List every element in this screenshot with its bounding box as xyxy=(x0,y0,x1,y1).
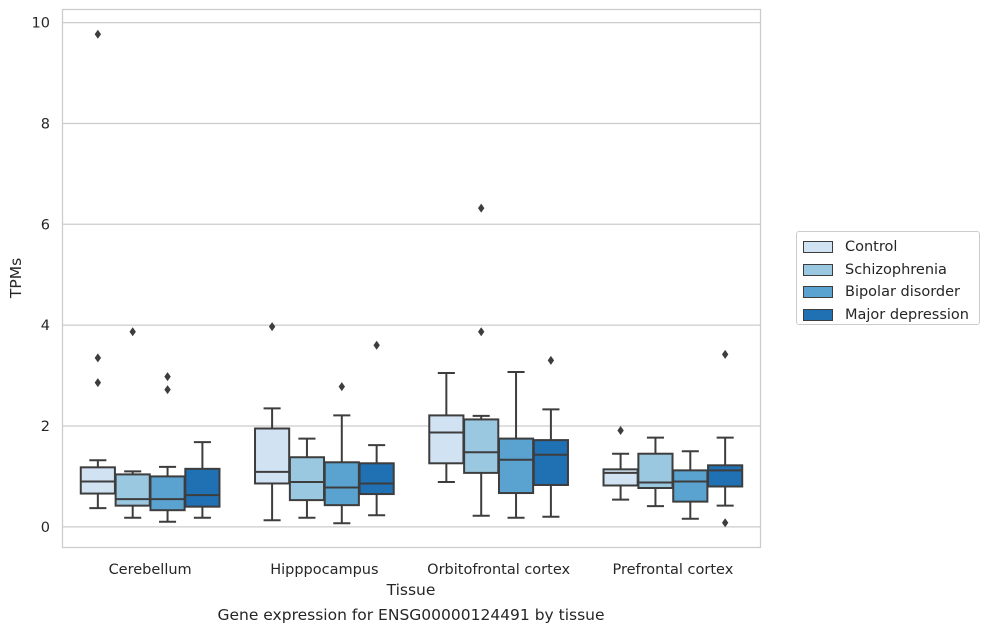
plot-frame xyxy=(61,8,762,549)
outlier-point xyxy=(94,378,102,388)
box-control xyxy=(602,426,639,501)
box-control xyxy=(79,29,116,510)
outlier-point xyxy=(721,518,729,528)
box-schizophrenia xyxy=(288,437,326,519)
legend-swatch xyxy=(803,286,833,299)
outlier-point xyxy=(94,353,102,363)
box-major-depression xyxy=(184,441,221,519)
y-tick-label: 2 xyxy=(41,419,50,435)
legend-label: Schizophrenia xyxy=(845,261,947,278)
box-bipolar-disorder xyxy=(323,382,360,525)
box-schizophrenia xyxy=(637,436,674,508)
box-iqr xyxy=(79,466,116,495)
box-iqr xyxy=(149,475,186,512)
outlier-point xyxy=(164,385,171,395)
box-iqr xyxy=(707,464,744,488)
legend-swatch xyxy=(803,308,833,321)
box-major-depression xyxy=(358,340,395,517)
legend: Control Schizophrenia Bipolar disorder Majo… xyxy=(796,231,980,325)
legend-item: Control xyxy=(803,236,979,259)
box-schizophrenia xyxy=(114,327,151,519)
outlier-point xyxy=(338,382,345,392)
box-control xyxy=(254,322,291,522)
box-iqr xyxy=(602,468,639,487)
y-tick-label: 8 xyxy=(41,116,50,132)
legend-item: Schizophrenia xyxy=(803,259,979,282)
y-tick-label: 10 xyxy=(32,16,50,32)
box-bipolar-disorder xyxy=(149,372,186,523)
box-iqr xyxy=(288,456,326,502)
legend-label: Bipolar disorder xyxy=(845,284,960,301)
y-tick-labels: 0 2 4 6 8 10 xyxy=(32,16,50,536)
boxes-layer xyxy=(79,29,744,528)
box-control xyxy=(428,372,465,483)
outlier-point xyxy=(129,327,136,337)
box-major-depression xyxy=(532,355,569,518)
outlier-point xyxy=(94,29,102,39)
outlier-point xyxy=(721,349,729,359)
box-iqr xyxy=(532,439,569,486)
legend-label: Control xyxy=(845,239,898,256)
box-iqr xyxy=(254,427,291,485)
x-tick-label: Orbitofrontal cortex xyxy=(427,562,570,578)
outlier-point xyxy=(268,322,276,332)
legend-item: Major depression xyxy=(803,304,979,327)
box-major-depression xyxy=(707,349,744,528)
x-tick-labels: Cerebellum Hipppocampus Orbitofrontal cort… xyxy=(109,562,734,578)
legend-swatch xyxy=(803,241,833,254)
y-axis-label: TPMs xyxy=(7,258,25,299)
box-schizophrenia xyxy=(463,203,500,517)
box-iqr xyxy=(323,461,360,507)
outlier-point xyxy=(617,426,624,436)
box-iqr xyxy=(497,437,535,495)
legend-label: Major depression xyxy=(845,306,969,323)
y-tick-label: 0 xyxy=(41,520,50,536)
box-iqr xyxy=(428,414,465,465)
outlier-point xyxy=(547,355,555,365)
x-axis-label: Tissue xyxy=(386,581,436,599)
y-tick-label: 4 xyxy=(41,318,50,334)
box-iqr xyxy=(184,467,221,508)
outlier-point xyxy=(478,203,485,213)
outlier-point xyxy=(373,340,380,350)
box-iqr xyxy=(672,469,709,503)
legend-item: Bipolar disorder xyxy=(803,281,979,304)
x-tick-label: Cerebellum xyxy=(109,562,192,578)
legend-swatch xyxy=(803,263,833,276)
box-iqr xyxy=(358,462,395,496)
y-tick-label: 6 xyxy=(41,217,50,233)
box-iqr xyxy=(114,473,151,507)
chart-caption: Gene expression for ENSG00000124491 by t… xyxy=(217,606,605,624)
x-tick-label: Hipppocampus xyxy=(270,562,378,578)
box-iqr xyxy=(463,418,500,474)
box-bipolar-disorder xyxy=(672,450,709,520)
grid-layer xyxy=(63,21,760,528)
outlier-point xyxy=(164,372,171,382)
x-tick-label: Prefrontal cortex xyxy=(612,562,733,578)
outlier-point xyxy=(478,327,485,337)
box-bipolar-disorder xyxy=(497,371,535,519)
